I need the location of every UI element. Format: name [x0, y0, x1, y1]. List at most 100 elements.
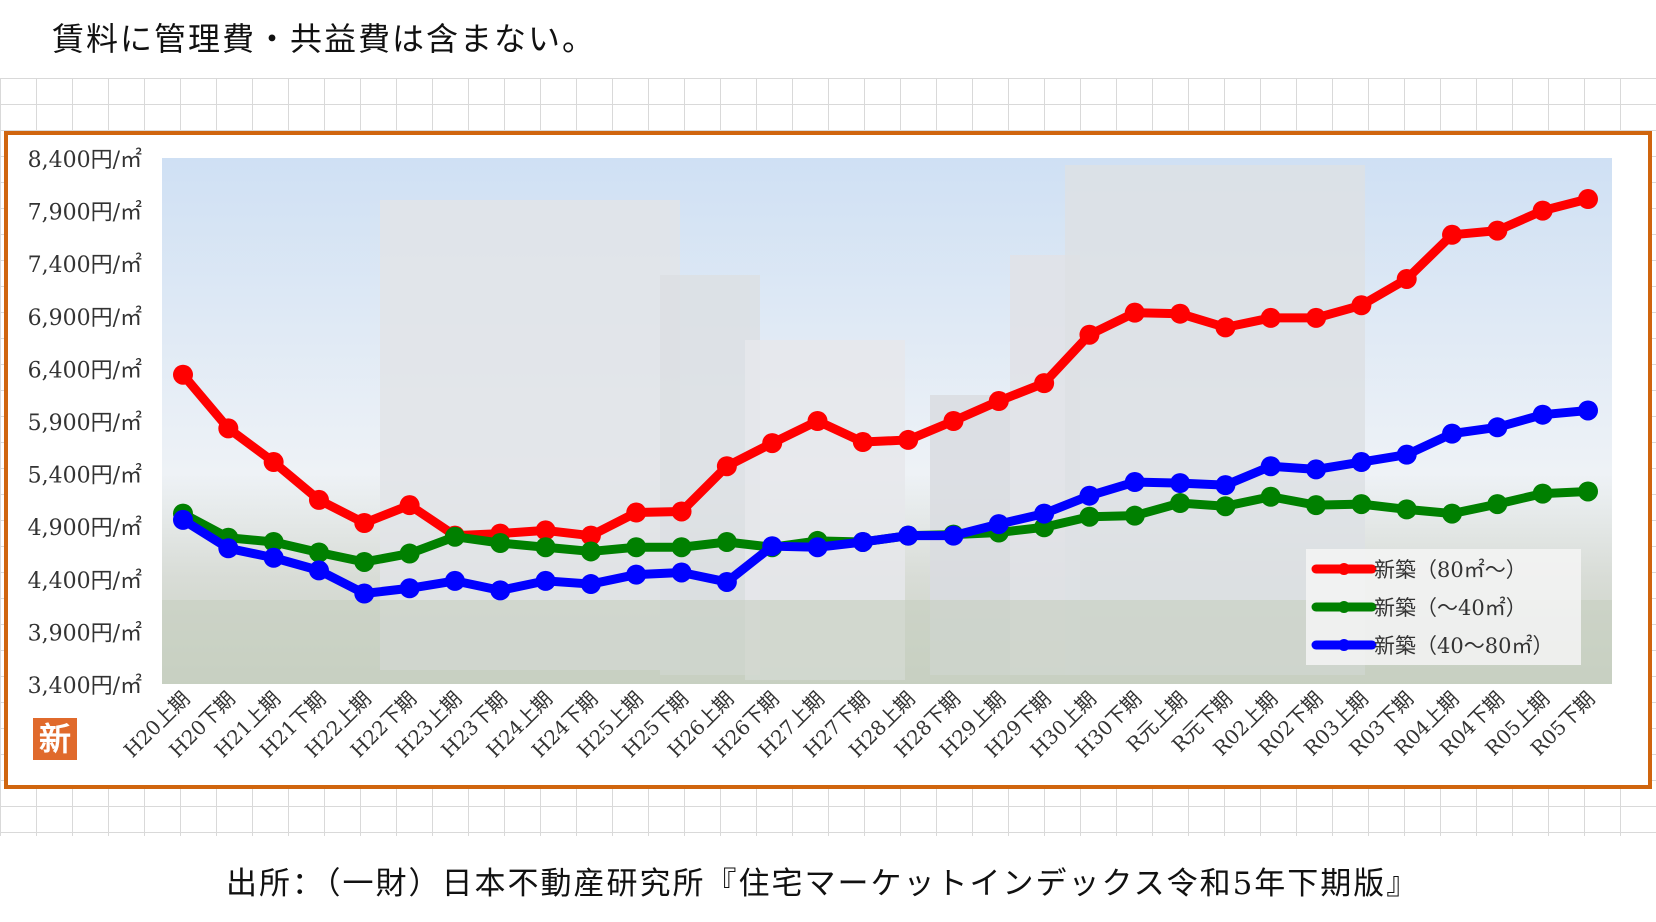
data-point: [1351, 494, 1372, 515]
legend-label: 新築（80㎡～）: [1374, 558, 1527, 582]
data-point: [444, 570, 465, 591]
data-point: [1578, 400, 1598, 421]
data-point: [399, 543, 420, 564]
data-point: [671, 537, 692, 558]
data-point: [399, 495, 420, 516]
y-tick-label: 8,400円/㎡: [28, 147, 142, 173]
series-2: [173, 400, 1598, 604]
data-point: [1396, 499, 1417, 520]
data-point: [1034, 503, 1055, 524]
data-point: [1532, 200, 1553, 221]
data-point: [1442, 224, 1463, 245]
data-point: [535, 570, 556, 591]
data-point: [263, 452, 284, 473]
data-point: [1532, 483, 1553, 504]
data-point: [852, 432, 873, 453]
data-point: [626, 564, 647, 585]
data-point: [1215, 317, 1236, 338]
data-point: [1260, 307, 1281, 328]
data-point: [1578, 481, 1598, 502]
data-point: [1442, 423, 1463, 444]
new-construction-badge: 新: [33, 718, 77, 760]
data-point: [943, 525, 964, 546]
data-point: [1215, 496, 1236, 517]
data-point: [580, 525, 601, 546]
data-point: [1079, 506, 1100, 527]
data-point: [716, 531, 737, 552]
data-point: [807, 411, 828, 431]
footer-row: [0, 836, 1656, 922]
plot-background-photo: [162, 158, 1612, 684]
data-point: [671, 562, 692, 583]
data-point: [1170, 473, 1191, 494]
data-point: [1306, 307, 1327, 328]
data-point: [1124, 505, 1145, 526]
data-point: [173, 364, 193, 385]
header-row: [0, 0, 1656, 78]
data-point: [943, 411, 964, 431]
data-point: [354, 513, 375, 534]
data-point: [1079, 324, 1100, 345]
data-point: [399, 578, 420, 599]
data-point: [807, 537, 828, 558]
data-point: [1442, 503, 1463, 524]
y-tick-label: 3,400円/㎡: [28, 673, 142, 699]
data-point: [988, 514, 1009, 535]
rent-note: 賃料に管理費・共益費は含まない。: [52, 20, 597, 58]
data-point: [1306, 459, 1327, 480]
legend-label: 新築（40～80㎡）: [1374, 634, 1553, 658]
data-point: [218, 418, 239, 439]
data-point: [308, 560, 329, 581]
data-point: [1532, 404, 1553, 425]
data-point: [263, 547, 284, 568]
data-point: [626, 502, 647, 523]
legend-marker: [1338, 601, 1350, 613]
data-point: [1306, 495, 1327, 516]
data-point: [535, 520, 556, 541]
data-point: [1124, 302, 1145, 323]
legend: 新築（80㎡～） 新築（～40㎡） 新築（40～80㎡）: [1306, 549, 1581, 665]
data-point: [1170, 303, 1191, 324]
data-point: [1351, 295, 1372, 316]
data-point: [852, 531, 873, 552]
data-point: [580, 574, 601, 595]
data-point: [626, 537, 647, 558]
data-point: [1034, 373, 1055, 394]
y-tick-label: 4,400円/㎡: [28, 568, 142, 594]
data-point: [1034, 517, 1055, 538]
data-point: [263, 531, 284, 552]
data-point: [762, 433, 783, 454]
y-tick-label: 5,400円/㎡: [28, 463, 142, 489]
data-point: [671, 501, 692, 522]
legend-marker: [1338, 639, 1350, 651]
data-point: [1079, 485, 1100, 506]
data-point: [354, 583, 375, 604]
data-point: [580, 541, 601, 562]
y-tick-label: 7,900円/㎡: [28, 200, 142, 226]
data-point: [988, 391, 1009, 412]
data-point: [1396, 268, 1417, 289]
legend-marker: [1338, 563, 1350, 575]
data-point: [1578, 189, 1598, 210]
y-tick-label: 6,400円/㎡: [28, 357, 142, 383]
data-point: [1487, 220, 1508, 241]
y-tick-label: 6,900円/㎡: [28, 305, 142, 331]
data-point: [354, 551, 375, 572]
data-point: [490, 580, 511, 601]
data-point: [1260, 456, 1281, 477]
data-point: [444, 526, 465, 547]
legend-label: 新築（～40㎡）: [1374, 596, 1527, 620]
y-tick-label: 4,900円/㎡: [28, 515, 142, 541]
data-point: [1396, 444, 1417, 465]
data-point: [1351, 452, 1372, 473]
data-point: [218, 538, 239, 559]
data-point: [490, 533, 511, 554]
data-point: [716, 456, 737, 477]
data-point: [1124, 472, 1145, 493]
y-tick-label: 7,400円/㎡: [28, 252, 142, 278]
data-point: [762, 536, 783, 557]
data-point: [308, 542, 329, 563]
data-point: [1215, 475, 1236, 496]
y-tick-label: 3,900円/㎡: [28, 620, 142, 646]
